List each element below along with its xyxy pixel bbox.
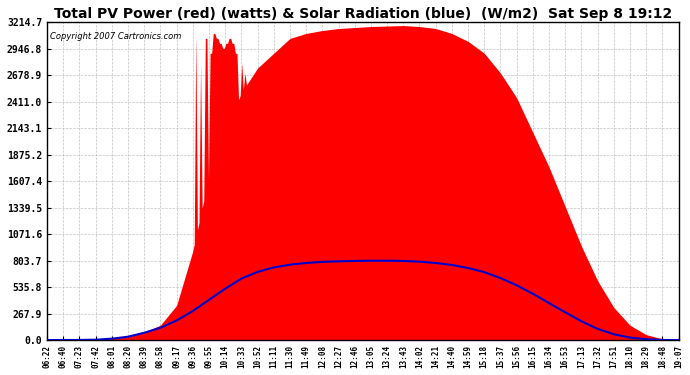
Text: Copyright 2007 Cartronics.com: Copyright 2007 Cartronics.com (50, 32, 181, 40)
Title: Total PV Power (red) (watts) & Solar Radiation (blue)  (W/m2)  Sat Sep 8 19:12: Total PV Power (red) (watts) & Solar Rad… (54, 7, 672, 21)
